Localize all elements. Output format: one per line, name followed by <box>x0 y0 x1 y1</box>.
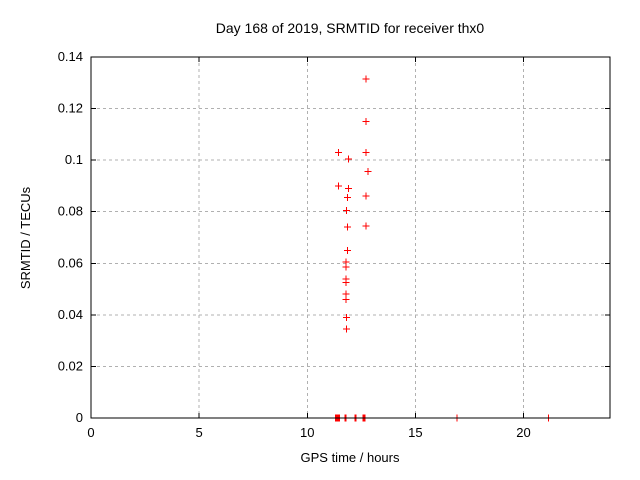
y-tick-label: 0.08 <box>58 204 83 219</box>
x-tick-label: 20 <box>516 425 530 440</box>
y-tick-label: 0.14 <box>58 49 83 64</box>
data-point <box>335 182 343 190</box>
x-tick-labels: 0 5 10 15 20 <box>87 425 530 440</box>
data-point <box>343 223 351 231</box>
gridlines <box>91 57 610 418</box>
y-tick-label: 0.04 <box>58 307 83 322</box>
data-point <box>362 75 370 83</box>
data-point <box>342 279 350 287</box>
data-point <box>362 192 370 200</box>
y-axis-label: SRMTID / TECUs <box>18 186 33 289</box>
y-tick-label: 0.02 <box>58 358 83 373</box>
data-point <box>364 168 372 176</box>
data-point <box>362 222 370 230</box>
data-point <box>343 325 351 333</box>
x-tick-label: 5 <box>196 425 203 440</box>
x-axis-label: GPS time / hours <box>301 450 400 465</box>
data-point <box>362 148 370 156</box>
data-point <box>343 206 351 214</box>
data-point <box>343 246 351 254</box>
data-point <box>343 313 351 321</box>
y-tick-label: 0.06 <box>58 255 83 270</box>
y-tick-label: 0.1 <box>65 152 83 167</box>
data-point <box>335 148 343 156</box>
data-point <box>342 295 350 303</box>
x-tick-label: 0 <box>87 425 94 440</box>
x-tick-label: 10 <box>300 425 314 440</box>
data-points <box>331 75 553 422</box>
data-point <box>342 263 350 271</box>
data-point <box>344 155 352 163</box>
axis-ticks <box>90 56 610 419</box>
x-tick-label: 15 <box>408 425 422 440</box>
border-rect <box>90 56 611 419</box>
y-tick-label: 0.12 <box>58 101 83 116</box>
data-point <box>362 117 370 125</box>
data-point <box>344 185 352 193</box>
y-tick-labels: 0 0.02 0.04 0.06 0.08 0.1 0.12 0.14 <box>58 49 83 425</box>
data-point <box>343 194 351 202</box>
chart-title: Day 168 of 2019, SRMTID for receiver thx… <box>216 20 485 36</box>
plot-border <box>90 56 611 419</box>
y-tick-label: 0 <box>76 410 83 425</box>
